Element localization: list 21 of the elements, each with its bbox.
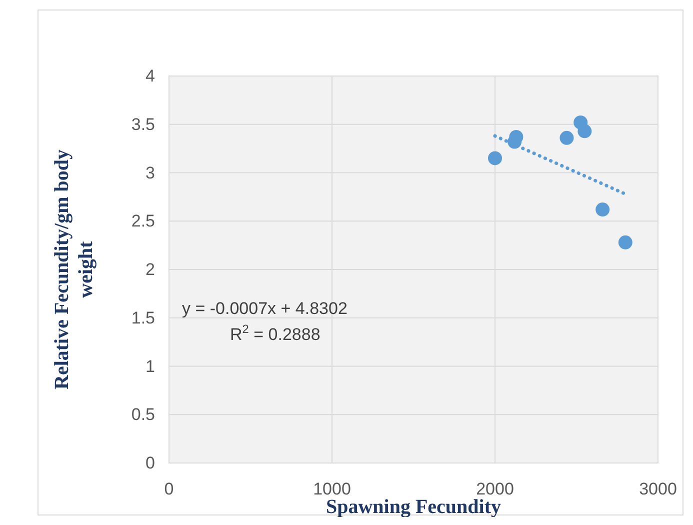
point [618,235,632,250]
y-tick-label: 1.5 [131,308,155,328]
point [560,130,574,145]
y-tick-label: 3 [146,163,155,182]
annotation: y = -0.0007x + 4.8302 [182,299,348,318]
y-tick-label: 0 [146,454,155,472]
y-tick-label: 2.5 [131,212,155,231]
point [596,202,610,217]
x-tick-label: 3000 [639,480,677,498]
point [488,151,502,166]
y-tick-label: 4 [146,66,155,86]
x-tick-label: 2000 [476,480,514,498]
point [578,124,592,138]
y-tick-label: 2 [146,260,155,279]
y-tick-label: 0.5 [131,405,155,424]
x-tick-label: 1000 [313,480,351,498]
y-axis-title: Relative Fecundity/gm body weight [51,150,97,390]
y-tick-label: 1 [146,356,155,376]
x-tick-label: 0 [164,480,174,498]
y-tick-label: 3.5 [131,114,155,134]
annotation: R$^{2}$ = 0.2888 [230,322,320,344]
